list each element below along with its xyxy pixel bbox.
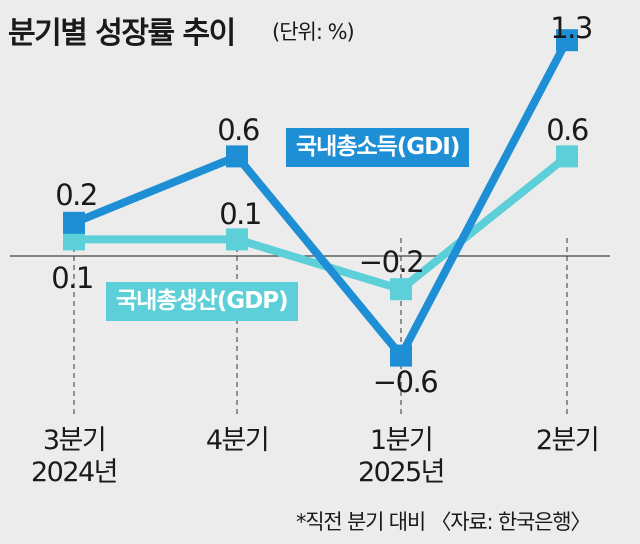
data-label-1-3: 0.6 bbox=[546, 113, 588, 147]
data-label-0-0: 0.2 bbox=[55, 178, 97, 212]
point-0-1 bbox=[226, 145, 248, 168]
point-1-1 bbox=[226, 228, 248, 251]
series-line-0 bbox=[72, 38, 571, 363]
x-tick-label-2: 1분기 bbox=[370, 425, 432, 456]
data-label-1-2: −0.2 bbox=[359, 245, 423, 279]
footnote: *직전 분기 대비 〈자료: 한국은행〉 bbox=[296, 510, 591, 534]
point-1-2 bbox=[390, 278, 412, 301]
point-1-0 bbox=[63, 228, 85, 251]
point-0-0 bbox=[63, 211, 85, 234]
unit-label: (단위: %) bbox=[272, 20, 355, 44]
x-tick-label-3: 2분기 bbox=[536, 425, 598, 456]
data-label-0-1: 0.6 bbox=[217, 113, 259, 147]
x-tick-label-1: 4분기 bbox=[206, 425, 268, 456]
x-tick-label-0-year: 2024년 bbox=[31, 457, 117, 488]
legend-gdp: 국내총생산(GDP) bbox=[106, 282, 298, 321]
data-label-0-2: −0.6 bbox=[373, 365, 437, 399]
point-0-2 bbox=[390, 344, 412, 367]
data-label-1-0: 0.1 bbox=[51, 261, 93, 295]
series-line-1 bbox=[74, 153, 570, 294]
legend-gdi: 국내총소득(GDI) bbox=[286, 128, 470, 167]
point-1-3 bbox=[556, 145, 578, 168]
chart-title: 분기별 성장률 추이 bbox=[8, 16, 236, 51]
point-0-3 bbox=[556, 29, 578, 52]
data-label-0-3: 1.3 bbox=[550, 11, 592, 45]
x-tick-label-0: 3분기 bbox=[43, 425, 105, 456]
x-tick-label-2-year: 2025년 bbox=[358, 457, 444, 488]
data-label-1-1: 0.1 bbox=[219, 197, 261, 231]
